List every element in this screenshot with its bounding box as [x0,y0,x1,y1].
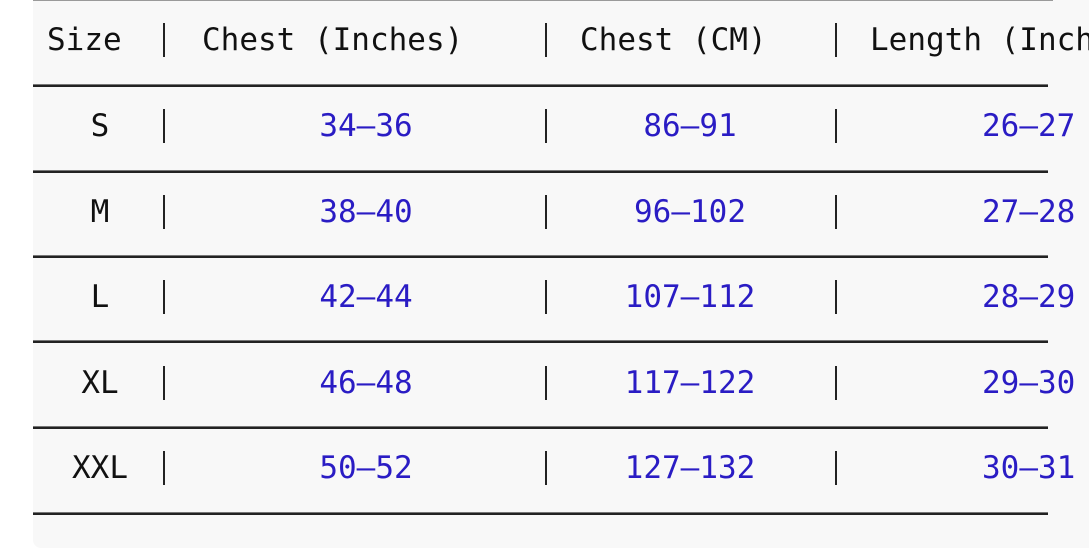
cell-chest-cm: 96–102 [634,193,746,230]
column-divider [163,109,165,143]
cell-length-in: 29–30 [982,364,1076,401]
column-divider [545,23,547,57]
column-divider [835,365,837,400]
cell-length-in: 28–29 [982,279,1076,315]
column-divider [545,194,547,229]
column-divider [545,280,547,314]
cell-chest-in: 50–52 [319,450,413,486]
column-divider [163,365,165,400]
column-divider [163,451,165,485]
divider [33,0,1053,1]
cell-length-in: 26–27 [982,108,1076,144]
cell-chest-in: 38–40 [319,193,413,230]
header-length-inches: Length (Inches) [870,22,1089,58]
cell-size: L [90,279,110,315]
column-divider [163,194,165,229]
header-chest-inches: Chest (Inches) [202,22,464,58]
cell-size: S [90,108,110,144]
code-block-size-chart: Size Chest (Inches) Chest (CM) Length (I… [33,0,1089,548]
cell-chest-cm: 127–132 [624,450,756,486]
column-divider [835,194,837,229]
column-divider [163,280,165,314]
cell-size: XXL [72,450,128,486]
cell-chest-cm: 86–91 [643,108,737,144]
column-divider [835,23,837,57]
column-divider [545,109,547,143]
cell-length-in: 27–28 [982,193,1076,230]
row-separator [33,170,1048,173]
cell-chest-in: 42–44 [319,279,413,315]
row-separator [33,426,1048,429]
row-separator [33,512,1048,515]
cell-length-in: 30–31 [982,450,1076,486]
cell-chest-cm: 117–122 [624,364,756,401]
header-size: Size [47,22,122,58]
cell-size: XL [81,364,119,401]
cell-chest-in: 46–48 [319,364,413,401]
row-separator [33,84,1048,87]
cell-chest-cm: 107–112 [624,279,756,315]
column-divider [545,365,547,400]
column-divider [163,23,165,57]
column-divider [835,109,837,143]
column-divider [545,451,547,485]
cell-chest-in: 34–36 [319,108,413,144]
cell-size: M [90,193,110,230]
row-separator [33,340,1048,343]
header-chest-cm: Chest (CM) [580,22,767,58]
row-separator [33,255,1048,258]
column-divider [835,451,837,485]
column-divider [835,280,837,314]
